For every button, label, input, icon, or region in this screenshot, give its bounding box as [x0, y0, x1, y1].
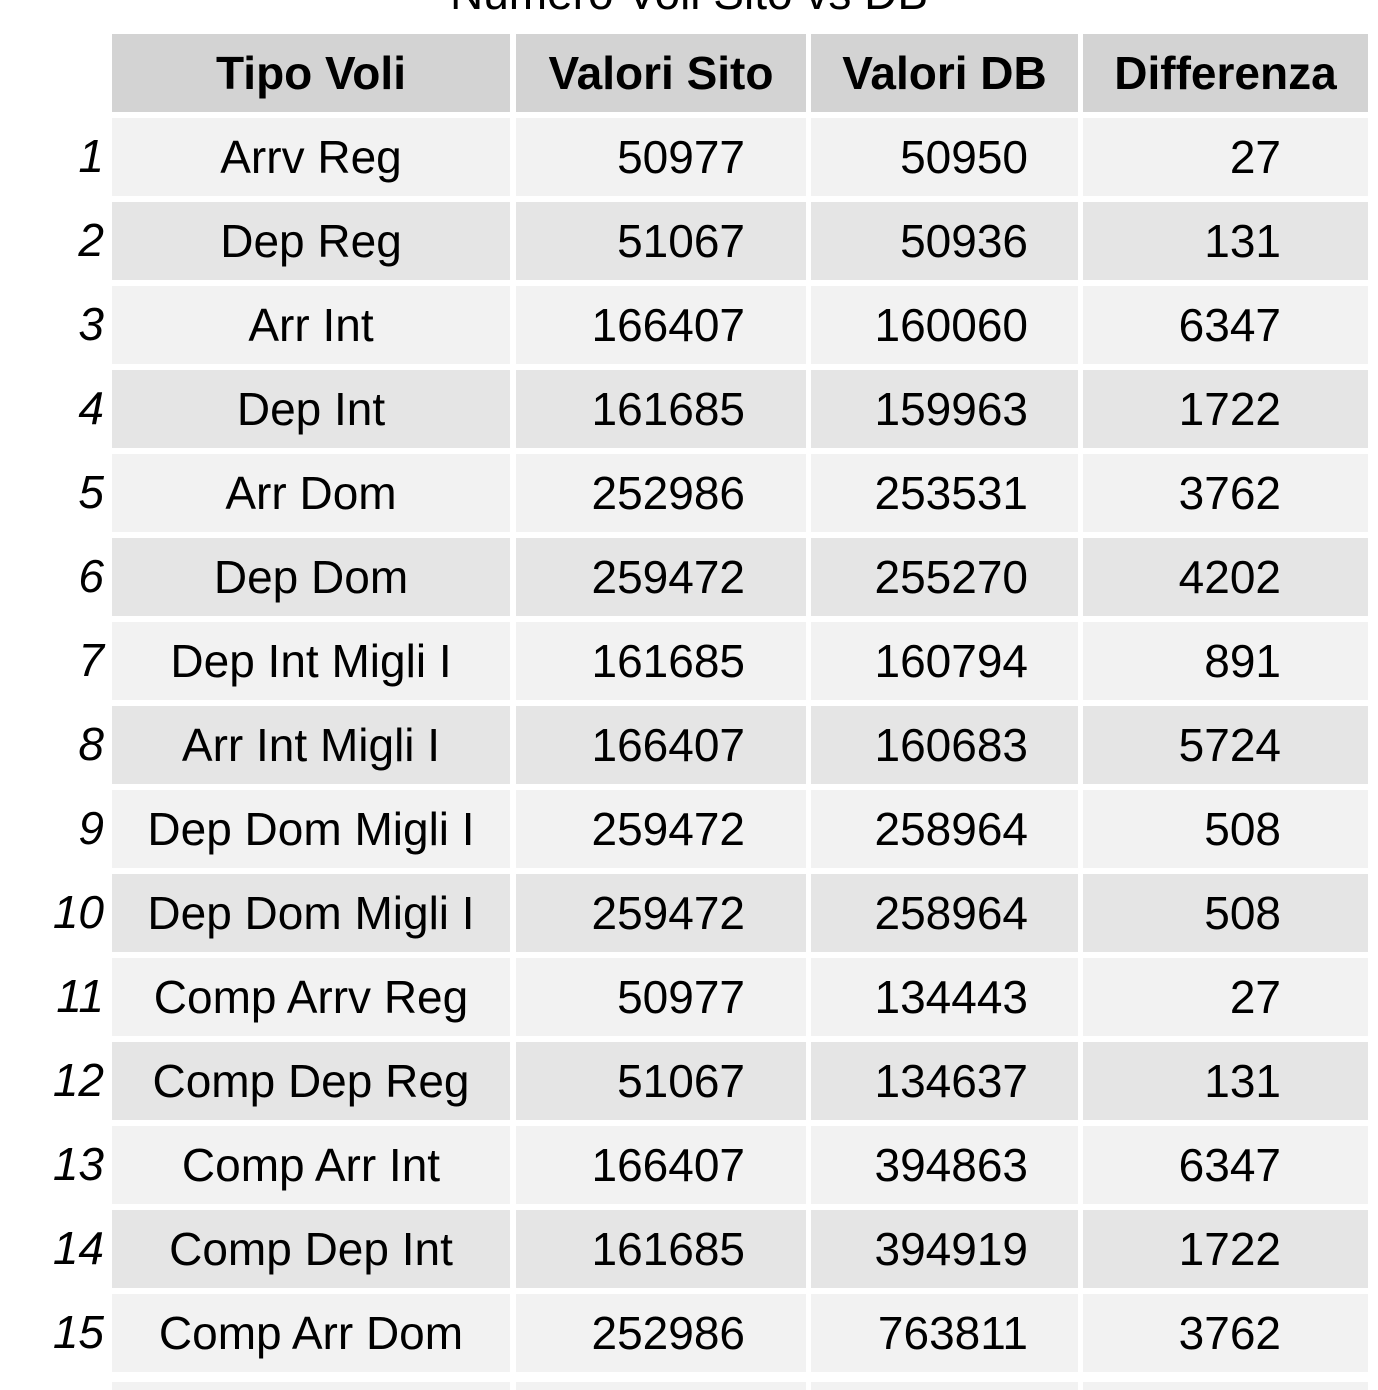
cell-differenza: 1722: [1083, 1210, 1368, 1288]
table-cell: [112, 1382, 510, 1390]
cell-valori-db: 255270: [811, 538, 1078, 616]
row-index: 13: [52, 1138, 104, 1190]
row-index: 8: [78, 718, 104, 770]
cell-valori-sito: 161685: [516, 622, 806, 700]
cell-valori-sito: 259472: [516, 538, 806, 616]
cell-valori-sito: 50977: [516, 118, 806, 196]
table-cell: [1083, 1382, 1368, 1390]
cell-tipo-voli: Dep Dom: [112, 538, 510, 616]
cell-valori-sito: 166407: [516, 286, 806, 364]
cell-tipo-voli: Dep Dom Migli I: [112, 790, 510, 868]
cell-differenza: 6347: [1083, 286, 1368, 364]
cell-valori-sito: 259472: [516, 790, 806, 868]
row-index: 3: [78, 298, 104, 350]
cell-differenza: 27: [1083, 958, 1368, 1036]
row-index: 9: [78, 802, 104, 854]
cell-tipo-voli: Dep Reg: [112, 202, 510, 280]
cell-valori-db: 50936: [811, 202, 1078, 280]
cell-tipo-voli: Comp Arr Dom: [112, 1294, 510, 1372]
row-index: 6: [78, 550, 104, 602]
cell-valori-sito: 252986: [516, 1294, 806, 1372]
column-header-differenza: Differenza: [1083, 34, 1368, 112]
cell-valori-db: 763811: [811, 1294, 1078, 1372]
row-index: 4: [78, 382, 104, 434]
row-index: 10: [52, 886, 104, 938]
cell-differenza: 131: [1083, 1042, 1368, 1120]
row-index: 15: [52, 1306, 104, 1358]
column-header-valori-db: Valori DB: [811, 34, 1078, 112]
cell-valori-db: 258964: [811, 790, 1078, 868]
row-index: 7: [78, 634, 104, 686]
row-index: 14: [52, 1222, 104, 1274]
cell-tipo-voli: Arr Int Migli I: [112, 706, 510, 784]
cell-valori-sito: 51067: [516, 1042, 806, 1120]
cell-differenza: 3762: [1083, 1294, 1368, 1372]
cell-tipo-voli: Arr Dom: [112, 454, 510, 532]
cell-valori-db: 160060: [811, 286, 1078, 364]
cell-differenza: 27: [1083, 118, 1368, 196]
cell-valori-db: 134637: [811, 1042, 1078, 1120]
column-header-tipo-voli: Tipo Voli: [112, 34, 510, 112]
cell-valori-db: 160683: [811, 706, 1078, 784]
cell-valori-sito: 50977: [516, 958, 806, 1036]
cell-differenza: 6347: [1083, 1126, 1368, 1204]
cell-tipo-voli: Comp Dep Int: [112, 1210, 510, 1288]
cell-valori-db: 160794: [811, 622, 1078, 700]
cell-tipo-voli: Arr Int: [112, 286, 510, 364]
cell-differenza: 508: [1083, 874, 1368, 952]
row-index: 2: [78, 214, 104, 266]
cell-tipo-voli: Arrv Reg: [112, 118, 510, 196]
table-title: Numero Voli Sito vs DB: [0, 0, 1378, 16]
cell-differenza: 1722: [1083, 370, 1368, 448]
cell-tipo-voli: Dep Dom Migli I: [112, 874, 510, 952]
table-cell: [516, 1382, 806, 1390]
cell-differenza: 5724: [1083, 706, 1368, 784]
row-index: 5: [78, 466, 104, 518]
row-index: 11: [56, 970, 104, 1022]
cell-valori-sito: 166407: [516, 706, 806, 784]
cell-valori-sito: 259472: [516, 874, 806, 952]
cell-valori-db: 258964: [811, 874, 1078, 952]
cell-valori-sito: 161685: [516, 370, 806, 448]
row-index: 12: [52, 1054, 104, 1106]
cell-valori-db: 253531: [811, 454, 1078, 532]
cell-valori-sito: 252986: [516, 454, 806, 532]
cell-differenza: 4202: [1083, 538, 1368, 616]
cell-tipo-voli: Comp Arrv Reg: [112, 958, 510, 1036]
cell-tipo-voli: Comp Dep Reg: [112, 1042, 510, 1120]
table-cell: [811, 1382, 1078, 1390]
cell-differenza: 891: [1083, 622, 1368, 700]
cell-valori-db: 394919: [811, 1210, 1078, 1288]
cell-valori-db: 394863: [811, 1126, 1078, 1204]
cell-differenza: 3762: [1083, 454, 1368, 532]
cell-tipo-voli: Dep Int Migli I: [112, 622, 510, 700]
cell-tipo-voli: Comp Arr Int: [112, 1126, 510, 1204]
cell-valori-sito: 166407: [516, 1126, 806, 1204]
cell-differenza: 131: [1083, 202, 1368, 280]
cell-valori-db: 50950: [811, 118, 1078, 196]
row-index: 1: [78, 130, 104, 182]
cell-valori-db: 159963: [811, 370, 1078, 448]
cell-valori-db: 134443: [811, 958, 1078, 1036]
cell-tipo-voli: Dep Int: [112, 370, 510, 448]
column-header-valori-sito: Valori Sito: [516, 34, 806, 112]
cell-valori-sito: 51067: [516, 202, 806, 280]
cell-valori-sito: 161685: [516, 1210, 806, 1288]
cell-differenza: 508: [1083, 790, 1368, 868]
